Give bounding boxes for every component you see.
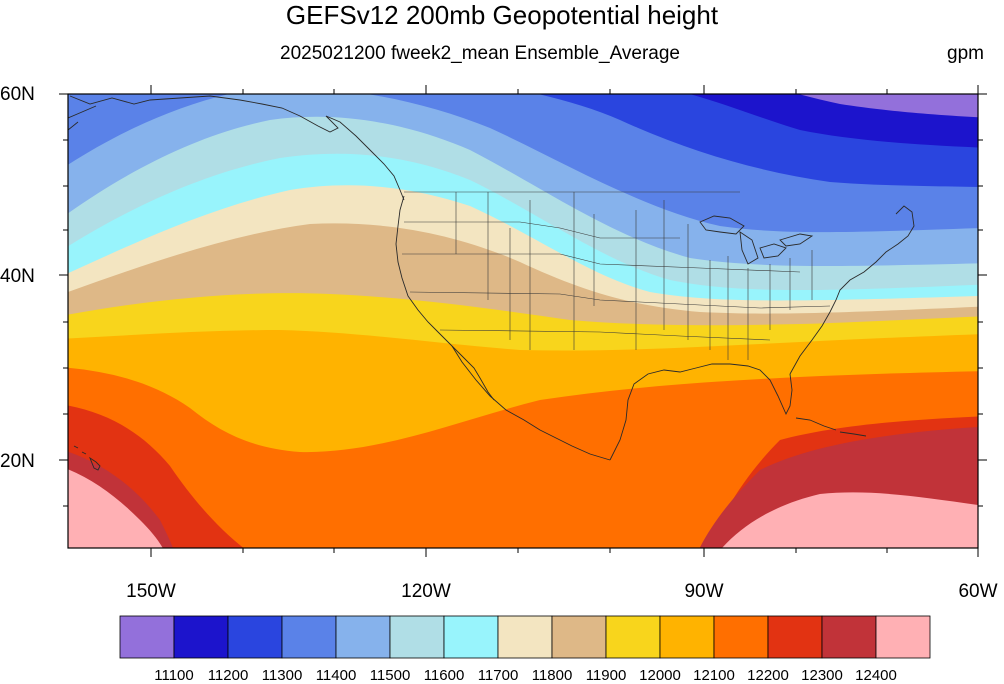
mexico-west-coast xyxy=(451,345,611,461)
colorbar-label: 12300 xyxy=(801,667,843,684)
colorbar-swatch xyxy=(227,615,283,659)
map-frame xyxy=(67,93,979,549)
lat-label-60n: 60N xyxy=(0,84,35,105)
colorbar-label: 12400 xyxy=(855,667,897,684)
lat-label-20n: 20N xyxy=(0,451,35,472)
colorbar-swatch xyxy=(119,615,175,659)
colorbar-swatch xyxy=(551,615,607,659)
gulf-coast xyxy=(609,363,793,461)
colorbar-swatch xyxy=(335,615,391,659)
map-subtitle: 2025021200 fweek2_mean Ensemble_Average xyxy=(280,43,681,64)
contour-fill-group xyxy=(68,94,978,548)
colorbar-swatch xyxy=(389,615,445,659)
colorbar-label: 12000 xyxy=(639,667,681,684)
coastline-group xyxy=(68,95,915,471)
lon-label-150w: 150W xyxy=(126,581,176,602)
lat-ticks xyxy=(59,93,987,507)
colorbar-label: 11600 xyxy=(424,667,465,684)
alaska-islands xyxy=(68,105,97,131)
colorbar-swatch xyxy=(713,615,769,659)
contour-band-12400 xyxy=(68,426,978,548)
colorbar-label: 11500 xyxy=(370,667,411,684)
lon-label-60w: 60W xyxy=(958,581,997,602)
colorbar-label: 11700 xyxy=(478,667,519,684)
colorbar-swatch xyxy=(173,615,229,659)
contour-band-above-12400-west xyxy=(68,469,163,548)
colorbar-swatch xyxy=(605,615,661,659)
alaska-coast xyxy=(69,95,405,201)
colorbar-swatch xyxy=(875,615,931,659)
colorbar-label: 11900 xyxy=(586,667,627,684)
colorbar-label: 11100 xyxy=(154,667,194,684)
lon-label-90w: 90W xyxy=(684,581,723,602)
colorbar-swatch xyxy=(767,615,823,659)
colorbar-label: 11200 xyxy=(208,667,249,684)
caribbean-islands xyxy=(795,417,867,437)
colorbar-label: 11400 xyxy=(316,667,357,684)
colorbar-swatch xyxy=(443,615,499,659)
units-label: gpm xyxy=(947,43,984,64)
hawaii xyxy=(73,445,101,471)
colorbar-label: 11800 xyxy=(532,667,573,684)
colorbar-swatch xyxy=(821,615,877,659)
map-title: GEFSv12 200mb Geopotential height xyxy=(285,0,719,30)
colorbar-label: 12200 xyxy=(747,667,789,684)
great-lakes xyxy=(699,215,814,265)
east-coast xyxy=(789,205,915,375)
colorbar-label: 12100 xyxy=(693,667,735,684)
west-coast xyxy=(395,195,495,401)
colorbar-swatch xyxy=(497,615,553,659)
colorbar-label: 11300 xyxy=(262,667,303,684)
lat-label-40n: 40N xyxy=(0,266,35,287)
state-boundaries xyxy=(402,191,831,360)
colorbar-swatch xyxy=(659,615,715,659)
lon-ticks xyxy=(150,85,979,557)
lon-label-120w: 120W xyxy=(401,581,451,602)
contour-band-above-12400-east xyxy=(722,492,978,548)
colorbar-swatch xyxy=(281,615,337,659)
colorbar: 11100 11200 11300 11400 11500 11600 11700 11800… xyxy=(119,615,931,684)
